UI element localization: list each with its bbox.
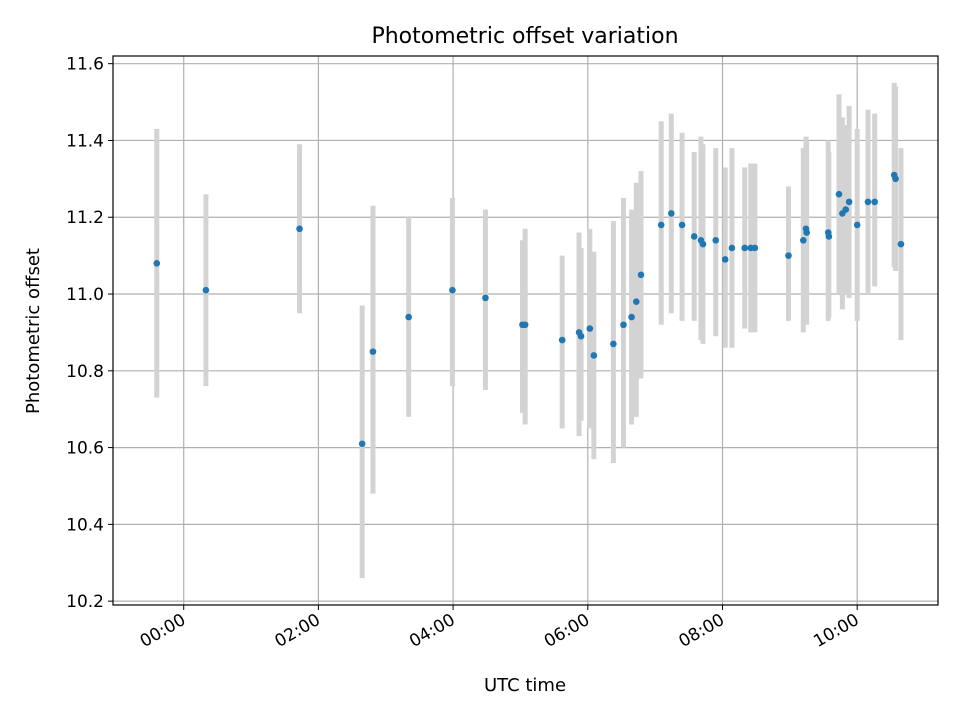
data-point [405, 313, 412, 321]
y-tick-label: 11.6 [66, 55, 104, 75]
chart-title: Photometric offset variation [371, 24, 678, 49]
data-point [153, 260, 161, 267]
data-point [871, 198, 878, 206]
y-tick-label: 11.4 [66, 131, 104, 151]
data-point [741, 244, 749, 252]
data-point [668, 210, 675, 217]
data-point [369, 348, 377, 355]
y-tick-label: 10.2 [66, 592, 104, 612]
data-point [845, 198, 853, 206]
data-point [721, 256, 729, 263]
data-point [657, 221, 665, 229]
data-point [449, 286, 456, 294]
data-point [785, 252, 792, 259]
data-point [610, 340, 617, 348]
x-axis-ticks: 00:00 02:00 04:00 06:00 08:00 10:00 [137, 605, 863, 652]
y-tick-label: 10.6 [66, 439, 104, 459]
data-point [558, 336, 566, 344]
data-point [897, 240, 905, 248]
data-point [628, 313, 635, 321]
data-point [835, 190, 843, 198]
data-point [842, 206, 850, 213]
y-tick-label: 10.4 [66, 515, 104, 535]
data-point [712, 236, 720, 244]
x-tick-label: 06:00 [541, 610, 593, 652]
data-point [620, 321, 627, 329]
data-point [482, 294, 489, 302]
data-point [728, 244, 736, 252]
data-point [632, 298, 640, 306]
y-tick-label: 11.0 [66, 285, 104, 305]
data-points [153, 171, 905, 448]
data-point [800, 236, 807, 244]
data-point [699, 240, 707, 248]
data-point [803, 229, 810, 236]
x-tick-label: 08:00 [676, 610, 728, 652]
data-point [296, 225, 303, 233]
data-point [892, 175, 899, 183]
data-point [202, 286, 210, 294]
plot-frame [112, 55, 939, 606]
y-axis-ticks: 10.2 10.4 10.6 10.8 11.0 11.2 11.4 11.6 [66, 55, 113, 612]
error-bars [154, 82, 904, 579]
data-point [577, 332, 585, 340]
data-point [751, 244, 759, 252]
data-point [853, 221, 861, 229]
data-point [586, 325, 594, 332]
data-point [690, 233, 698, 240]
data-point [637, 271, 645, 279]
y-tick-label: 11.2 [66, 208, 104, 228]
x-tick-label: 04:00 [406, 610, 458, 652]
x-tick-label: 02:00 [271, 610, 323, 652]
x-tick-label: 00:00 [137, 610, 189, 652]
data-point [521, 321, 529, 329]
data-point [590, 352, 598, 359]
data-point [825, 233, 833, 240]
y-tick-label: 10.8 [66, 362, 104, 382]
data-point [864, 198, 872, 206]
x-tick-label: 10:00 [810, 610, 862, 652]
data-point [358, 440, 366, 448]
y-axis-label: Photometric offset [23, 248, 44, 414]
x-axis-label: UTC time [484, 675, 566, 696]
data-point [678, 221, 686, 229]
